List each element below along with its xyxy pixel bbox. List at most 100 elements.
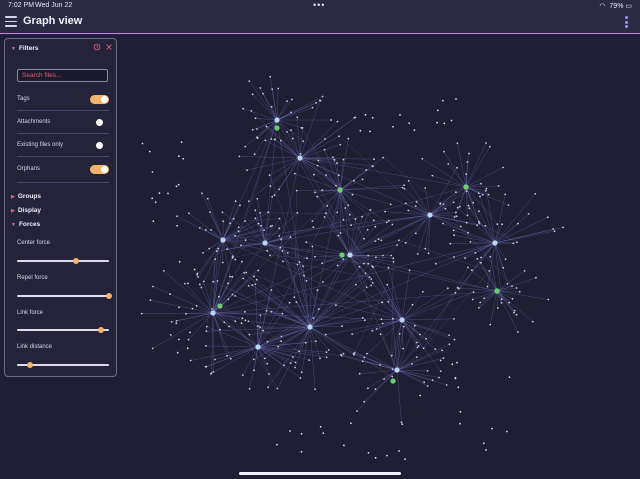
- graph-node[interactable]: [280, 238, 283, 241]
- graph-node[interactable]: [205, 325, 208, 328]
- graph-node[interactable]: [256, 197, 259, 200]
- display-header[interactable]: ▶ Display: [11, 207, 41, 214]
- orphan-node[interactable]: [154, 201, 157, 204]
- graph-hub-node[interactable]: [307, 324, 313, 330]
- graph-node[interactable]: [485, 142, 487, 144]
- graph-node[interactable]: [547, 298, 550, 301]
- graph-node[interactable]: [206, 197, 209, 200]
- graph-node[interactable]: [198, 283, 201, 286]
- graph-hub-node[interactable]: [297, 155, 303, 161]
- graph-hub-node[interactable]: [394, 367, 400, 373]
- orphan-node[interactable]: [148, 150, 151, 153]
- graph-node[interactable]: [264, 139, 267, 142]
- graph-node[interactable]: [250, 110, 253, 112]
- graph-node[interactable]: [476, 224, 478, 227]
- orphan-node[interactable]: [300, 432, 303, 435]
- orphan-node[interactable]: [506, 430, 508, 433]
- graph-node[interactable]: [483, 297, 486, 300]
- orphan-node[interactable]: [177, 183, 180, 186]
- graph-node[interactable]: [441, 349, 443, 352]
- graph-node[interactable]: [372, 165, 374, 168]
- graph-node[interactable]: [489, 255, 492, 258]
- graph-node[interactable]: [468, 207, 471, 210]
- graph-node[interactable]: [500, 302, 503, 304]
- graph-hub-node[interactable]: [274, 117, 280, 123]
- graph-node[interactable]: [371, 329, 374, 332]
- graph-node[interactable]: [341, 325, 343, 327]
- graph-node[interactable]: [296, 263, 299, 266]
- graph-node[interactable]: [518, 290, 521, 293]
- tag-node[interactable]: [274, 125, 280, 131]
- graph-node[interactable]: [516, 241, 518, 244]
- graph-node[interactable]: [303, 274, 305, 277]
- graph-node[interactable]: [438, 376, 440, 379]
- tag-node[interactable]: [337, 187, 343, 193]
- graph-node[interactable]: [403, 187, 406, 190]
- graph-node[interactable]: [286, 131, 288, 133]
- graph-node[interactable]: [245, 271, 248, 274]
- orphan-node[interactable]: [456, 361, 458, 364]
- graph-node[interactable]: [234, 200, 237, 203]
- graph-node[interactable]: [257, 325, 259, 327]
- restore-defaults-icon[interactable]: [93, 43, 101, 51]
- graph-node[interactable]: [247, 320, 250, 323]
- graph-node[interactable]: [223, 321, 226, 324]
- orphan-node[interactable]: [276, 443, 278, 446]
- graph-node[interactable]: [286, 100, 288, 102]
- graph-node[interactable]: [321, 189, 324, 192]
- graph-node[interactable]: [305, 280, 308, 282]
- graph-node[interactable]: [187, 338, 190, 341]
- graph-node[interactable]: [471, 298, 474, 301]
- tags-toggle[interactable]: [90, 95, 109, 104]
- graph-node[interactable]: [188, 212, 190, 215]
- graph-node[interactable]: [380, 318, 383, 321]
- orphan-node[interactable]: [364, 113, 367, 116]
- graph-node[interactable]: [368, 276, 371, 278]
- graph-hub-node[interactable]: [347, 252, 353, 258]
- graph-node[interactable]: [398, 239, 400, 242]
- graph-node[interactable]: [302, 265, 304, 268]
- graph-node[interactable]: [552, 228, 554, 230]
- graph-node[interactable]: [365, 286, 368, 288]
- graph-node[interactable]: [342, 158, 345, 161]
- orphan-node[interactable]: [178, 260, 181, 263]
- graph-node[interactable]: [385, 221, 388, 224]
- graph-node[interactable]: [434, 262, 437, 265]
- graph-node[interactable]: [474, 252, 477, 254]
- orphan-node[interactable]: [319, 425, 322, 428]
- orphan-node[interactable]: [386, 454, 388, 457]
- graph-node[interactable]: [185, 312, 187, 315]
- graph-node[interactable]: [321, 95, 324, 98]
- graph-node[interactable]: [381, 301, 384, 304]
- graph-node[interactable]: [453, 216, 456, 218]
- graph-node[interactable]: [344, 207, 347, 209]
- graph-node[interactable]: [392, 317, 394, 320]
- graph-node[interactable]: [305, 241, 308, 244]
- orphan-node[interactable]: [322, 432, 325, 434]
- graph-node[interactable]: [316, 164, 319, 167]
- graph-node[interactable]: [363, 237, 365, 240]
- graph-node[interactable]: [515, 313, 518, 316]
- graph-node[interactable]: [270, 105, 273, 108]
- graph-node[interactable]: [424, 247, 427, 250]
- orphan-node[interactable]: [454, 377, 457, 380]
- graph-node[interactable]: [398, 333, 401, 335]
- graph-node[interactable]: [407, 209, 410, 212]
- graph-node[interactable]: [367, 254, 370, 257]
- graph-node[interactable]: [553, 230, 556, 233]
- orphan-node[interactable]: [175, 185, 178, 188]
- graph-node[interactable]: [447, 287, 449, 290]
- orphan-node[interactable]: [485, 449, 487, 451]
- graph-node[interactable]: [387, 300, 390, 303]
- graph-node[interactable]: [485, 187, 488, 190]
- graph-node[interactable]: [469, 241, 472, 243]
- graph-node[interactable]: [277, 87, 280, 90]
- graph-node[interactable]: [415, 201, 418, 203]
- graph-node[interactable]: [351, 193, 354, 196]
- tag-node[interactable]: [217, 303, 223, 309]
- graph-nodes[interactable]: [140, 75, 564, 461]
- graph-node[interactable]: [238, 155, 241, 158]
- orphan-node[interactable]: [152, 220, 155, 223]
- graph-node[interactable]: [219, 328, 222, 331]
- graph-node[interactable]: [370, 284, 372, 287]
